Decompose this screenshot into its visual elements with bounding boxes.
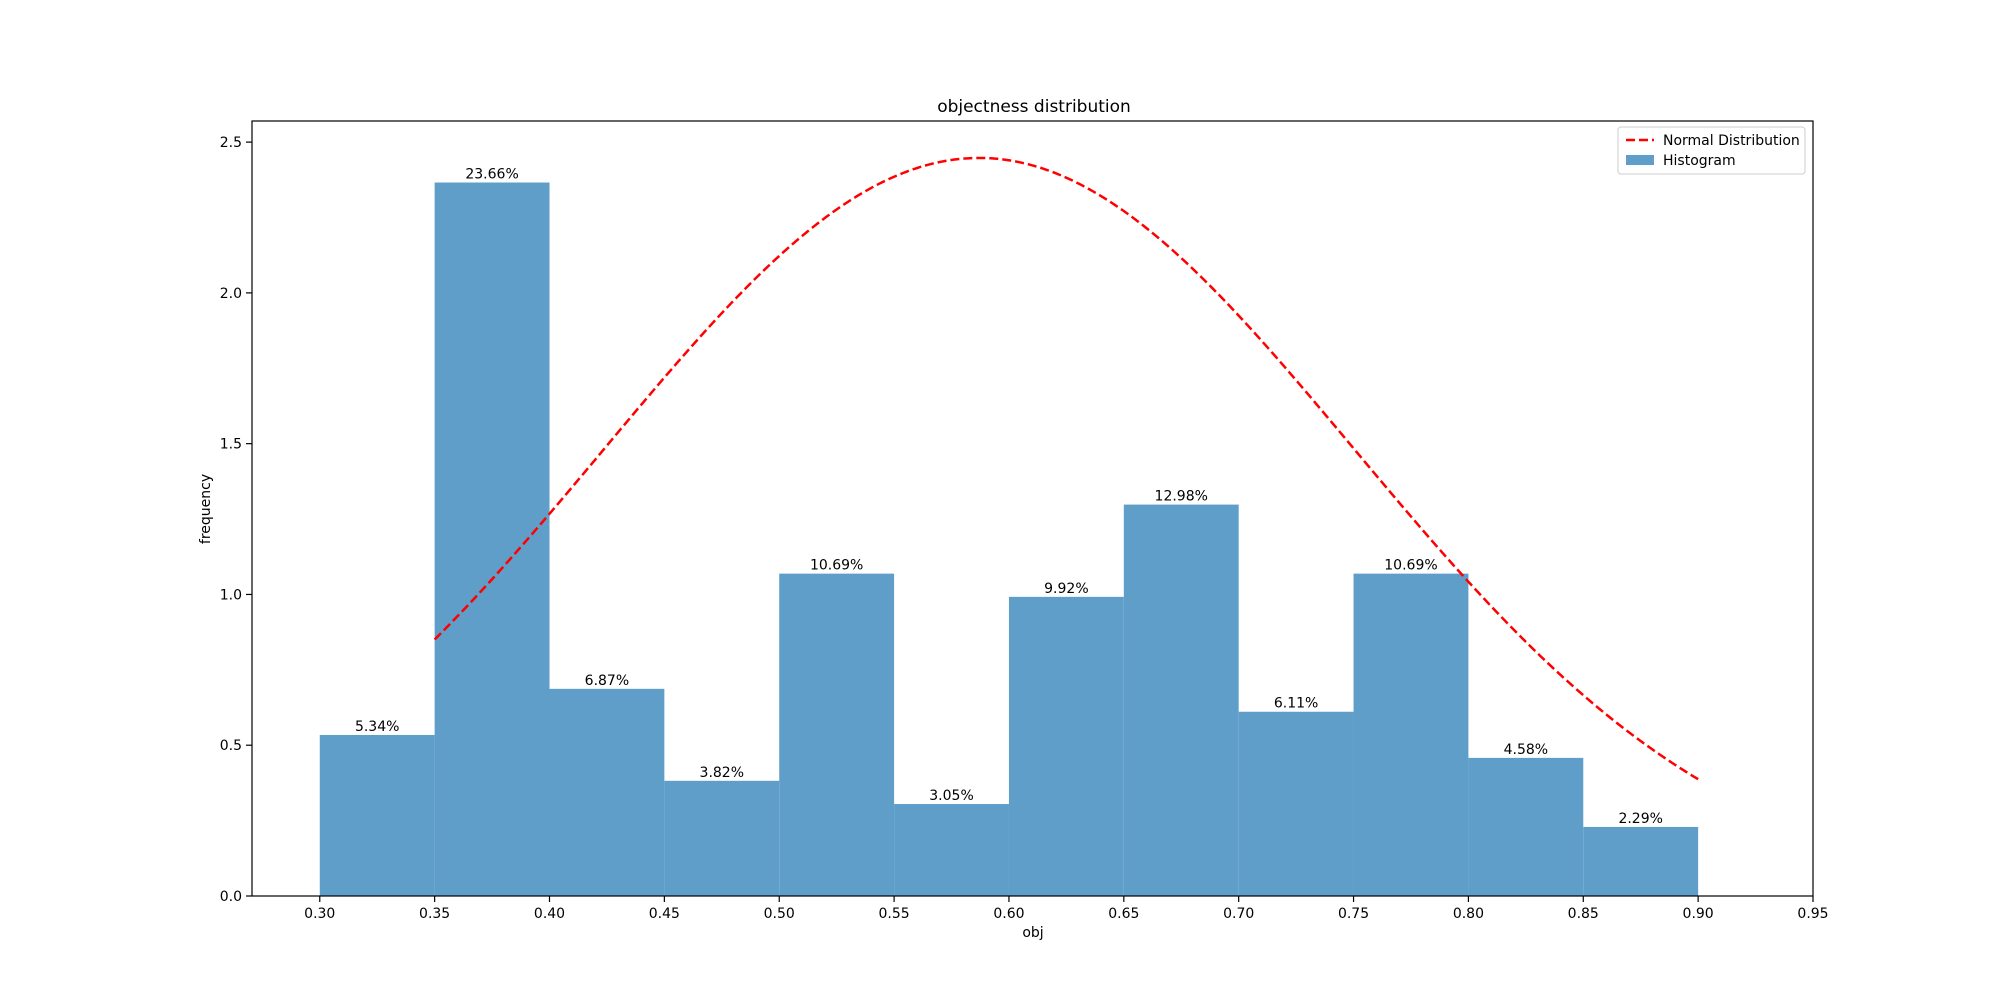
x-axis-title: obj bbox=[1022, 925, 1043, 941]
y-axis-title: frequency bbox=[198, 474, 214, 544]
histogram-bar bbox=[1008, 596, 1124, 896]
x-tick-label: 0.85 bbox=[1568, 906, 1599, 922]
histogram-bar bbox=[894, 804, 1009, 896]
bar-value-label: 10.69% bbox=[810, 558, 863, 574]
bar-value-label: 4.58% bbox=[1504, 742, 1548, 758]
bar-value-label: 9.92% bbox=[1044, 581, 1088, 597]
x-tick-label: 0.45 bbox=[649, 906, 680, 922]
y-tick-label: 1.0 bbox=[220, 587, 242, 603]
x-tick-label: 0.40 bbox=[534, 906, 565, 922]
bar-value-label: 10.69% bbox=[1384, 558, 1437, 574]
bar-labels-layer: 5.34% 23.66% 6.87% 3.82% 10.69% 3.05% 9.92% 12.… bbox=[355, 167, 1663, 827]
legend-bar-swatch bbox=[1626, 155, 1654, 165]
bar-value-label: 3.05% bbox=[929, 788, 973, 804]
x-tick-label: 0.65 bbox=[1108, 906, 1139, 922]
histogram-bar bbox=[1238, 711, 1354, 896]
chart-title: objectness distribution bbox=[937, 97, 1131, 117]
histogram-bar bbox=[1583, 826, 1699, 896]
y-tick-label: 2.0 bbox=[220, 286, 242, 302]
x-tick-label: 0.90 bbox=[1683, 906, 1714, 922]
legend-label-histogram: Histogram bbox=[1663, 153, 1736, 169]
histogram-bar bbox=[434, 182, 550, 896]
x-tick-label: 0.30 bbox=[304, 906, 335, 922]
y-axis-ticks: 0.0 0.5 1.0 1.5 2.0 2.5 bbox=[220, 135, 252, 905]
histogram-bar bbox=[1123, 504, 1239, 896]
x-tick-label: 0.60 bbox=[993, 906, 1024, 922]
histogram-bar bbox=[664, 780, 780, 896]
bar-value-label: 6.11% bbox=[1274, 696, 1318, 712]
bar-value-label: 3.82% bbox=[700, 765, 744, 781]
bar-value-label: 12.98% bbox=[1155, 489, 1208, 505]
legend: Normal Distribution Histogram bbox=[1617, 126, 1806, 175]
x-tick-label: 0.55 bbox=[879, 906, 910, 922]
x-tick-label: 0.35 bbox=[419, 906, 450, 922]
histogram-bar bbox=[549, 688, 665, 896]
y-tick-label: 0.0 bbox=[220, 889, 242, 905]
y-tick-label: 2.5 bbox=[220, 135, 242, 151]
legend-box bbox=[1617, 126, 1806, 175]
bar-value-label: 23.66% bbox=[465, 167, 518, 183]
histogram-bar bbox=[1468, 757, 1584, 896]
curve-layer bbox=[433, 156, 1699, 781]
legend-label-normal: Normal Distribution bbox=[1663, 133, 1800, 149]
histogram-bar bbox=[779, 573, 895, 896]
x-tick-label: 0.95 bbox=[1797, 906, 1828, 922]
bar-value-label: 5.34% bbox=[355, 719, 399, 735]
histogram-bar bbox=[319, 734, 435, 896]
bar-value-label: 2.29% bbox=[1618, 811, 1662, 827]
bar-value-label: 6.87% bbox=[585, 673, 629, 689]
x-tick-label: 0.50 bbox=[764, 906, 795, 922]
y-tick-label: 1.5 bbox=[220, 437, 242, 453]
plot-frame bbox=[251, 120, 1814, 897]
normal-distribution-curve bbox=[433, 156, 1699, 781]
histogram-bar bbox=[1353, 573, 1469, 896]
x-tick-label: 0.70 bbox=[1223, 906, 1254, 922]
x-axis-ticks: 0.30 0.35 0.40 0.45 0.50 0.55 0.60 0.65 0.70 0.75… bbox=[304, 896, 1829, 922]
x-tick-label: 0.75 bbox=[1338, 906, 1369, 922]
x-tick-label: 0.80 bbox=[1453, 906, 1484, 922]
bars-layer bbox=[319, 182, 1699, 896]
y-tick-label: 0.5 bbox=[220, 738, 242, 754]
